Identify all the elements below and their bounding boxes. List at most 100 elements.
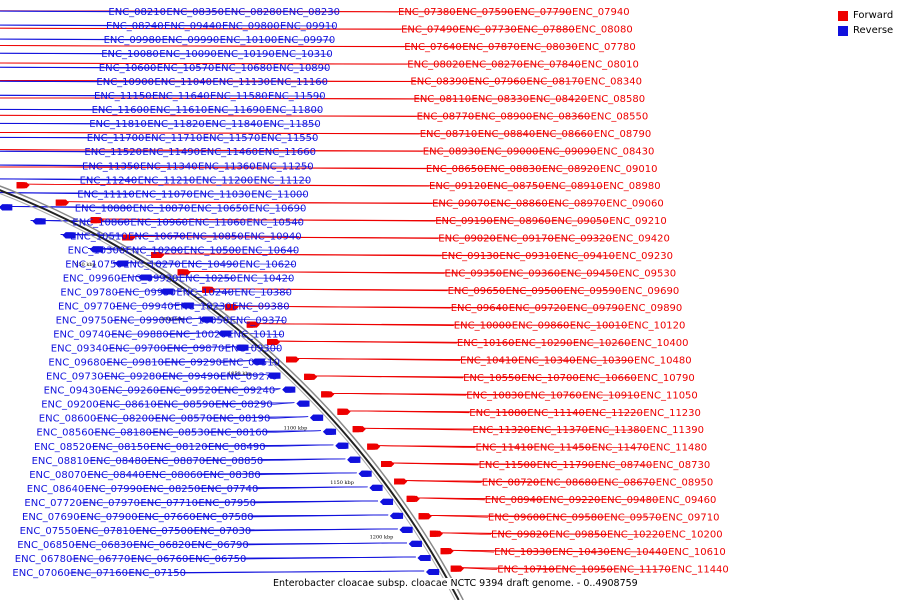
gene-label[interactable]: ENC_10400 [631, 338, 689, 349]
gene-label[interactable]: ENC_11470 [592, 443, 650, 454]
gene-label[interactable]: ENC_09210 [609, 216, 667, 227]
gene-label[interactable]: ENC_10890 [273, 63, 331, 74]
gene-label[interactable]: ENC_11360 [198, 161, 256, 172]
gene-label[interactable]: ENC_07790 [514, 7, 572, 18]
gene-label[interactable]: ENC_09810 [106, 358, 164, 369]
gene-label[interactable]: ENC_11490 [142, 147, 200, 158]
gene-label[interactable]: ENC_08710 [420, 129, 478, 140]
gene-label[interactable]: ENC_10010 [570, 321, 628, 332]
gene-label[interactable]: ENC_07720 [24, 498, 82, 509]
gene-label[interactable]: ENC_08850 [206, 456, 264, 467]
gene-label[interactable]: ENC_11150 [94, 91, 152, 102]
gene-label[interactable]: ENC_11640 [152, 91, 210, 102]
gene-label[interactable]: ENC_09450 [561, 268, 619, 279]
gene-label[interactable]: ENC_08120 [150, 442, 208, 453]
gene-label[interactable]: ENC_08640 [27, 484, 85, 495]
gene-feature[interactable] [122, 234, 134, 241]
gene-label[interactable]: ENC_08180 [94, 428, 152, 439]
gene-label[interactable]: ENC_10220 [607, 530, 665, 541]
gene-label[interactable]: ENC_08350 [166, 7, 224, 18]
gene-label[interactable]: ENC_09290 [164, 358, 222, 369]
gene-label[interactable]: ENC_10610 [668, 547, 726, 558]
gene-feature[interactable] [151, 251, 165, 258]
gene-label[interactable]: ENC_11790 [537, 460, 595, 471]
gene-label[interactable]: ENC_09950 [118, 288, 176, 299]
gene-label[interactable]: ENC_09600 [488, 512, 546, 523]
gene-label[interactable]: ENC_06830 [75, 540, 133, 551]
gene-label[interactable]: ENC_08150 [92, 442, 150, 453]
gene-feature[interactable] [335, 442, 347, 449]
gene-label[interactable]: ENC_09500 [506, 286, 564, 297]
gene-label[interactable]: ENC_09130 [441, 251, 499, 262]
gene-label[interactable]: ENC_08240 [106, 21, 164, 32]
gene-label[interactable]: ENC_11800 [266, 105, 324, 116]
gene-label[interactable]: ENC_08950 [656, 478, 714, 489]
gene-label[interactable]: ENC_11160 [270, 77, 328, 88]
gene-label[interactable]: ENC_08530 [152, 428, 210, 439]
gene-label[interactable]: ENC_09480 [601, 495, 659, 506]
gene-label[interactable]: ENC_10540 [246, 217, 304, 228]
gene-label[interactable]: ENC_09640 [451, 303, 509, 314]
gene-feature[interactable] [286, 356, 300, 363]
gene-label[interactable]: ENC_08360 [533, 112, 591, 123]
gene-label[interactable]: ENC_09430 [44, 386, 102, 397]
gene-label[interactable]: ENC_10670 [128, 231, 186, 242]
gene-label[interactable]: ENC_06750 [189, 554, 247, 565]
gene-label[interactable]: ENC_08600 [39, 414, 97, 425]
gene-label[interactable]: ENC_10960 [130, 217, 188, 228]
gene-label[interactable]: ENC_09850 [549, 530, 607, 541]
gene-label[interactable]: ENC_09960 [63, 274, 121, 285]
gene-feature[interactable] [267, 372, 281, 379]
gene-label[interactable]: ENC_07500 [136, 526, 194, 537]
gene-feature[interactable] [251, 358, 263, 365]
gene-label[interactable]: ENC_08560 [36, 428, 94, 439]
gene-label[interactable]: ENC_10550 [463, 373, 521, 384]
gene-label[interactable]: ENC_10860 [72, 217, 130, 228]
gene-label[interactable]: ENC_10640 [242, 245, 300, 256]
gene-label[interactable]: ENC_08720 [482, 478, 540, 489]
gene-label[interactable]: ENC_11840 [205, 119, 263, 130]
gene-label[interactable]: ENC_08070 [29, 470, 87, 481]
gene-feature[interactable] [390, 512, 400, 519]
gene-label[interactable]: ENC_07960 [468, 77, 526, 88]
gene-label[interactable]: ENC_10620 [239, 259, 297, 270]
gene-label[interactable]: ENC_10440 [610, 547, 668, 558]
gene-label[interactable]: ENC_07640 [404, 42, 462, 53]
gene-label[interactable]: ENC_09490 [162, 372, 220, 383]
gene-label[interactable]: ENC_07970 [82, 498, 140, 509]
gene-label[interactable]: ENC_10390 [576, 356, 634, 367]
gene-label[interactable]: ENC_11240 [80, 175, 138, 186]
gene-label[interactable]: ENC_07490 [401, 24, 459, 35]
gene-label[interactable]: ENC_11370 [530, 425, 588, 436]
gene-label[interactable]: ENC_08660 [536, 129, 594, 140]
gene-feature[interactable] [218, 330, 232, 337]
gene-label[interactable]: ENC_09580 [546, 512, 604, 523]
gene-label[interactable]: ENC_09690 [622, 286, 680, 297]
gene-label[interactable]: ENC_08830 [484, 164, 542, 175]
gene-label[interactable]: ENC_07030 [194, 526, 252, 537]
gene-label[interactable]: ENC_08930 [423, 146, 481, 157]
gene-label[interactable]: ENC_08330 [472, 94, 530, 105]
gene-label[interactable]: ENC_11520 [84, 147, 142, 158]
gene-label[interactable]: ENC_07710 [140, 498, 198, 509]
gene-label[interactable]: ENC_08010 [581, 59, 639, 70]
gene-label[interactable]: ENC_08650 [426, 164, 484, 175]
gene-label[interactable]: ENC_11610 [150, 105, 208, 116]
gene-label[interactable]: ENC_11120 [254, 175, 312, 186]
gene-label[interactable]: ENC_07840 [523, 59, 581, 70]
gene-label[interactable]: ENC_11320 [472, 425, 530, 436]
gene-label[interactable]: ENC_08550 [591, 112, 649, 123]
gene-label[interactable]: ENC_09940 [116, 302, 174, 313]
gene-label[interactable]: ENC_10950 [555, 565, 613, 576]
gene-label[interactable]: ENC_07380 [398, 7, 456, 18]
gene-label[interactable]: ENC_09090 [539, 146, 597, 157]
gene-feature[interactable] [282, 386, 292, 393]
gene-label[interactable]: ENC_10000 [454, 321, 512, 332]
gene-label[interactable]: ENC_09970 [278, 35, 336, 46]
gene-label[interactable]: ENC_08940 [485, 495, 543, 506]
gene-label[interactable]: ENC_09790 [567, 303, 625, 314]
gene-label[interactable]: ENC_07810 [78, 526, 136, 537]
gene-label[interactable]: ENC_08910 [545, 181, 603, 192]
gene-feature[interactable] [323, 428, 333, 435]
gene-label[interactable]: ENC_10240 [176, 288, 234, 299]
